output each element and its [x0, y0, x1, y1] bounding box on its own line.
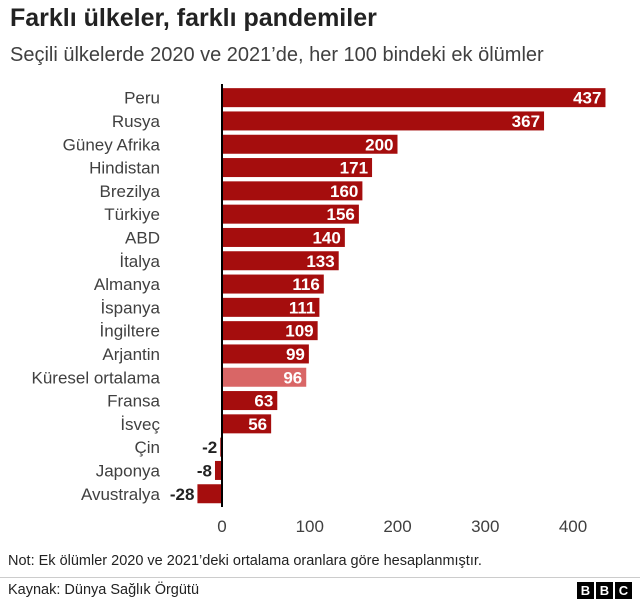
- category-label: Türkiye: [104, 205, 160, 224]
- divider: [0, 577, 640, 578]
- data-label: 56: [248, 415, 267, 434]
- bar: [222, 274, 324, 294]
- category-label: Brezilya: [100, 182, 161, 201]
- data-label: 99: [286, 345, 305, 364]
- bbc-logo-letter: B: [577, 582, 594, 599]
- category-label: Almanya: [94, 275, 161, 294]
- data-label: 140: [312, 228, 340, 247]
- bar: [197, 484, 222, 504]
- footnote: Not: Ek ölümler 2020 ve 2021’deki ortala…: [8, 553, 482, 569]
- x-tick-label: 400: [559, 517, 587, 536]
- category-label: Japonya: [96, 461, 161, 480]
- data-label: 437: [573, 89, 601, 108]
- bar: [222, 88, 606, 108]
- data-label: 116: [292, 275, 319, 294]
- category-label: İspanya: [100, 298, 160, 317]
- data-label: 109: [285, 322, 313, 341]
- category-label: Küresel ortalama: [31, 368, 160, 387]
- x-tick-label: 300: [471, 517, 499, 536]
- chart-title: Farklı ülkeler, farklı pandemiler: [10, 4, 377, 32]
- bar: [222, 158, 373, 178]
- data-label: 133: [306, 252, 334, 271]
- bar: [214, 460, 222, 480]
- category-label: İtalya: [119, 252, 160, 271]
- data-label: 200: [365, 135, 393, 154]
- bar: [222, 251, 339, 271]
- bar: [222, 227, 345, 247]
- data-label: -8: [197, 461, 212, 480]
- bbc-logo: B B C: [577, 582, 632, 599]
- bar: [222, 204, 359, 224]
- data-label: -2: [202, 438, 217, 457]
- bar: [222, 367, 307, 387]
- bar: [222, 297, 320, 317]
- bbc-logo-letter: B: [596, 582, 613, 599]
- data-label: 367: [512, 112, 540, 131]
- x-tick-label: 200: [383, 517, 411, 536]
- bar: [222, 111, 545, 131]
- category-label: Fransa: [107, 392, 160, 411]
- source-text: Kaynak: Dünya Sağlık Örgütü: [8, 582, 200, 598]
- chart-subtitle: Seçili ülkelerde 2020 ve 2021’de, her 10…: [10, 44, 544, 66]
- x-tick-label: 0: [217, 517, 226, 536]
- bbc-logo-letter: C: [615, 582, 632, 599]
- x-tick-label: 100: [296, 517, 324, 536]
- category-label: Çin: [134, 438, 160, 457]
- bar-chart: Peru 437 Rusya 367 Güney Afrika 200 Hindistan 1…: [31, 84, 606, 536]
- category-label: Peru: [124, 89, 160, 108]
- data-label: 160: [330, 182, 358, 201]
- category-label: ABD: [125, 228, 160, 247]
- category-label: Güney Afrika: [63, 135, 161, 154]
- data-label: 156: [327, 205, 355, 224]
- bar: [222, 321, 318, 341]
- category-label: Rusya: [112, 112, 161, 131]
- bar: [222, 181, 363, 201]
- bar: [222, 134, 398, 154]
- bar: [222, 414, 272, 434]
- category-label: Arjantin: [102, 345, 160, 364]
- data-label: -28: [170, 485, 195, 504]
- data-label: 111: [289, 298, 316, 317]
- bar: [222, 344, 309, 364]
- bar: [222, 391, 278, 411]
- category-label: Avustralya: [81, 485, 161, 504]
- category-label: İsveç: [120, 415, 160, 434]
- data-label: 171: [340, 159, 368, 178]
- category-label: İngiltere: [100, 322, 160, 341]
- category-label: Hindistan: [89, 159, 160, 178]
- data-label: 96: [283, 368, 302, 387]
- data-label: 63: [254, 392, 273, 411]
